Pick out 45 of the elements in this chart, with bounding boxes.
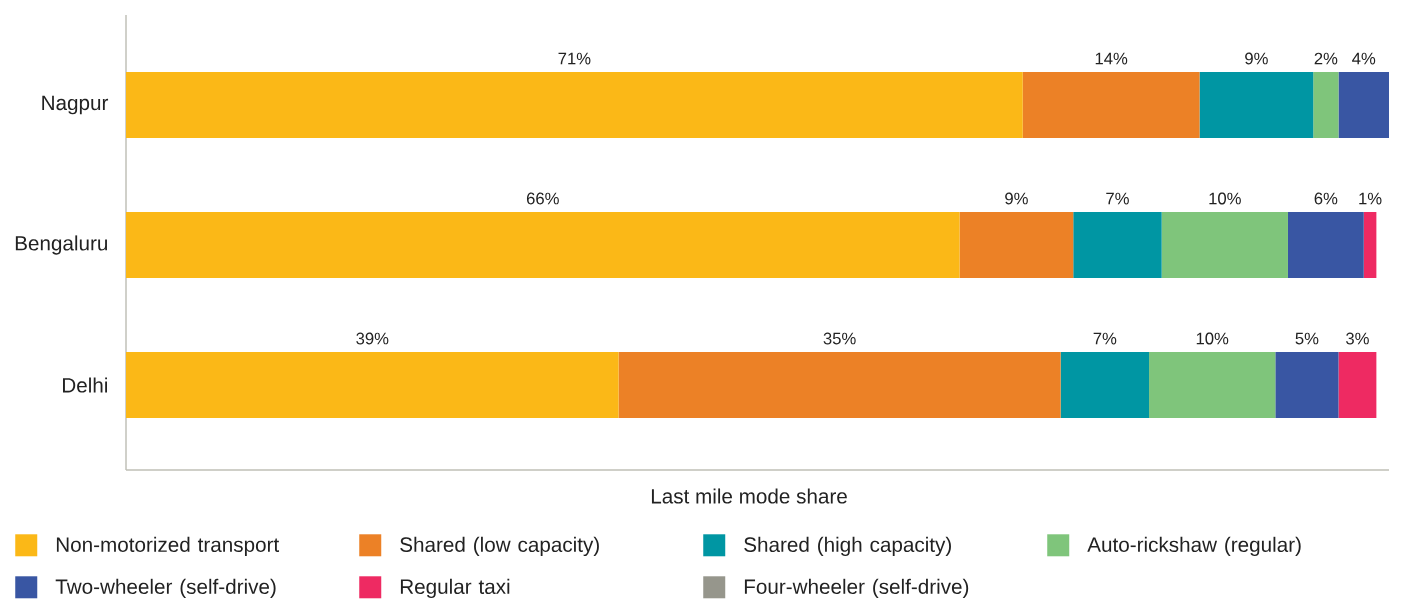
bar bbox=[1022, 72, 1200, 138]
data-label: 7% bbox=[1106, 192, 1129, 205]
data-label: 10% bbox=[1196, 332, 1229, 345]
bar bbox=[1060, 352, 1150, 419]
bar bbox=[1313, 72, 1339, 138]
legend-label: Shared (low capacity) bbox=[400, 536, 599, 557]
data-label: 10% bbox=[1209, 192, 1241, 205]
y-tick-label: Nagpur bbox=[42, 95, 109, 115]
legend-label: Non-motorized transport bbox=[56, 536, 280, 557]
bar bbox=[1161, 212, 1288, 278]
data-label: 71% bbox=[558, 52, 591, 65]
legend-label: Four-wheeler (self-drive) bbox=[744, 578, 969, 599]
data-label: 4% bbox=[1352, 52, 1376, 65]
y-tick-label: Bengaluru bbox=[15, 235, 108, 255]
legend-label: Auto-rickshaw (regular) bbox=[1087, 536, 1301, 557]
y-tick-label: Delhi bbox=[63, 377, 107, 393]
legend-label: Shared (high capacity) bbox=[744, 536, 951, 557]
data-label: 3% bbox=[1346, 332, 1369, 345]
data-label: 35% bbox=[823, 332, 856, 345]
bar bbox=[618, 352, 1061, 419]
data-label: 9% bbox=[1245, 52, 1268, 65]
bar bbox=[1363, 212, 1377, 278]
bar bbox=[1338, 352, 1377, 419]
data-label: 9% bbox=[1005, 192, 1028, 205]
bar bbox=[1149, 352, 1276, 419]
data-label: 5% bbox=[1295, 332, 1319, 345]
bar bbox=[1287, 212, 1364, 278]
data-label: 14% bbox=[1095, 52, 1128, 65]
data-label: 66% bbox=[526, 192, 559, 205]
bar bbox=[126, 212, 960, 278]
data-label: 1% bbox=[1359, 192, 1382, 205]
data-label: 2% bbox=[1314, 52, 1338, 65]
x-axis-title: Last mile mode share bbox=[651, 488, 847, 504]
bar bbox=[126, 352, 619, 419]
bar bbox=[1338, 72, 1390, 138]
bar bbox=[126, 72, 1023, 138]
data-label: 6% bbox=[1314, 192, 1338, 205]
bar bbox=[1199, 72, 1314, 138]
data-label: 39% bbox=[356, 332, 389, 345]
legend-label: Two-wheeler (self-drive) bbox=[55, 578, 276, 599]
legend-label: Regular taxi bbox=[400, 578, 510, 599]
bar bbox=[1275, 352, 1339, 419]
bar bbox=[1073, 212, 1162, 278]
bar bbox=[959, 212, 1074, 278]
data-label: 7% bbox=[1093, 332, 1117, 345]
